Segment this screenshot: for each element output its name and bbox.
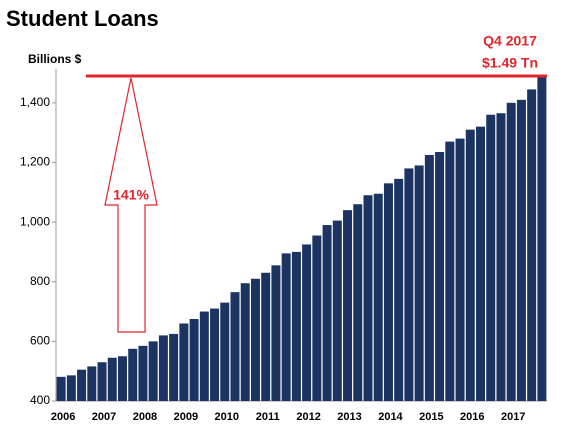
bar	[476, 126, 486, 401]
bar	[230, 292, 240, 401]
bar	[158, 335, 168, 401]
bar	[322, 225, 332, 401]
x-tick-label: 2016	[460, 411, 484, 423]
y-tick-label: 1,200	[20, 155, 50, 169]
bar	[148, 341, 158, 401]
y-tick-label: 1,400	[20, 95, 50, 109]
bar	[138, 345, 148, 401]
bar	[394, 178, 404, 401]
x-tick-label: 2013	[337, 411, 361, 423]
bar	[343, 210, 353, 401]
x-tick-label: 2011	[256, 411, 280, 423]
bar	[77, 369, 87, 401]
bar	[128, 348, 138, 401]
bar	[516, 99, 526, 401]
x-tick-label: 2008	[133, 411, 157, 423]
bar	[404, 168, 414, 401]
bar	[383, 183, 393, 401]
y-axis-label: Billions $	[28, 52, 82, 66]
bar	[281, 253, 291, 401]
annotation: 141%	[113, 187, 149, 203]
x-tick-label: 2007	[92, 411, 116, 423]
bar	[537, 75, 547, 402]
bar	[455, 138, 465, 401]
bar	[414, 165, 424, 401]
chart-title: Student Loans	[6, 6, 159, 31]
x-tick-label: 2015	[419, 411, 443, 423]
y-tick-label: 600	[30, 334, 50, 348]
bar	[435, 152, 445, 401]
bar	[445, 141, 455, 401]
x-tick-label: 2009	[174, 411, 198, 423]
bar	[353, 204, 363, 401]
y-tick-label: 1,000	[20, 214, 50, 228]
x-tick-label: 2017	[501, 411, 525, 423]
bar	[271, 265, 281, 401]
bar	[363, 195, 373, 401]
x-tick-label: 2014	[378, 411, 403, 423]
bar	[240, 283, 250, 401]
bar	[373, 193, 383, 401]
x-tick-label: 2012	[296, 411, 320, 423]
bar	[527, 89, 537, 402]
bar	[169, 333, 179, 401]
bar	[66, 375, 76, 401]
bar	[189, 319, 199, 401]
bar	[506, 102, 516, 402]
x-tick-label: 2010	[215, 411, 239, 423]
bar	[332, 220, 342, 401]
bar	[291, 251, 301, 401]
bar	[87, 366, 97, 401]
y-tick-label: 800	[30, 274, 50, 288]
bar	[117, 356, 127, 401]
bar	[199, 311, 209, 401]
bar	[486, 114, 496, 401]
bar	[465, 129, 475, 401]
bar	[179, 323, 189, 401]
bar	[424, 155, 434, 401]
bar	[302, 244, 312, 401]
bar	[312, 235, 322, 401]
bar	[250, 278, 260, 401]
y-tick-label: 400	[30, 393, 50, 407]
annotation: Q4 2017	[483, 33, 537, 49]
bar	[261, 272, 271, 401]
bar	[107, 357, 117, 401]
annotation: $1.49 Tn	[482, 55, 538, 71]
arrow	[104, 77, 158, 333]
bar	[496, 113, 506, 401]
bar	[220, 302, 230, 401]
bar	[97, 362, 107, 401]
bar	[210, 308, 220, 401]
bar	[56, 376, 66, 401]
x-tick-label: 2006	[51, 411, 75, 423]
